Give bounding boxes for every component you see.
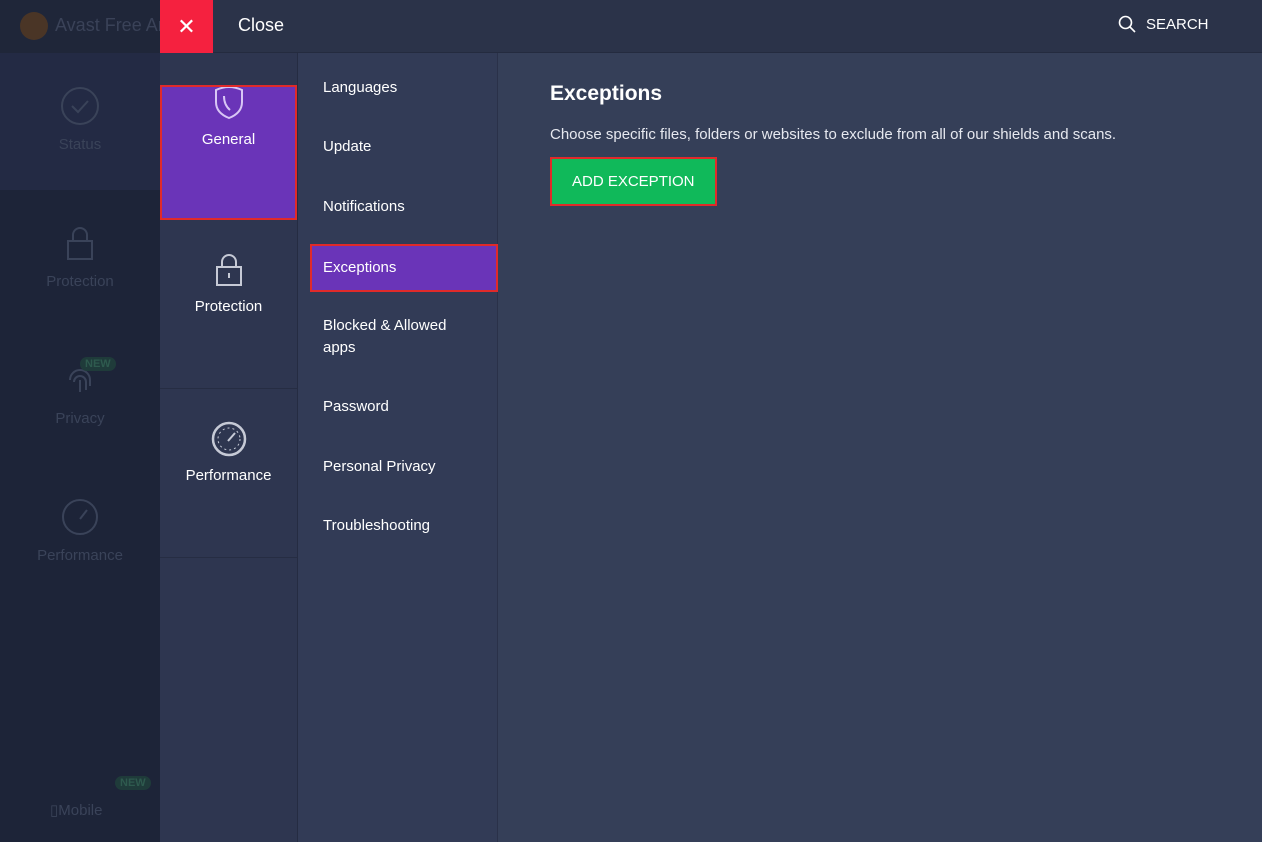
app-header: Avast Free Antivirus bbox=[0, 0, 160, 53]
category-label: Performance bbox=[185, 467, 272, 484]
lock-icon bbox=[67, 227, 93, 260]
sidebar-item-status[interactable]: Status bbox=[0, 53, 160, 190]
settings-categories: General Protection Performance bbox=[160, 53, 298, 842]
submenu-password[interactable]: Password bbox=[323, 398, 389, 415]
sidebar-label: Privacy bbox=[55, 410, 105, 427]
submenu-notifications[interactable]: Notifications bbox=[323, 198, 405, 215]
lock-icon bbox=[215, 254, 242, 286]
category-protection[interactable]: Protection bbox=[160, 252, 297, 389]
sidebar-item-performance[interactable]: Performance bbox=[0, 464, 160, 601]
general-submenu: Languages Update Notifications Exception… bbox=[298, 53, 498, 842]
close-icon: ✕ bbox=[177, 13, 196, 39]
search-icon bbox=[1118, 15, 1136, 33]
category-general[interactable]: General bbox=[160, 85, 297, 220]
category-performance[interactable]: Performance bbox=[160, 421, 297, 558]
category-label: Protection bbox=[194, 298, 263, 315]
shield-icon bbox=[214, 86, 243, 120]
search-label: SEARCH bbox=[1146, 15, 1209, 33]
new-badge: NEW bbox=[80, 357, 116, 371]
sidebar-label: Status bbox=[58, 136, 102, 153]
mobile-icon: ▯ bbox=[50, 802, 59, 819]
avast-logo-icon bbox=[20, 12, 48, 40]
main-sidebar: Status Protection NEW Privacy Performanc… bbox=[0, 53, 160, 842]
search-button[interactable]: SEARCH bbox=[1118, 15, 1209, 33]
check-circle-icon bbox=[61, 87, 99, 125]
submenu-exceptions[interactable]: Exceptions bbox=[310, 244, 498, 292]
sidebar-item-mobile[interactable]: NEW ▯Mobile bbox=[0, 773, 160, 823]
app-title: Avast Free Antivirus bbox=[55, 15, 160, 35]
sidebar-item-protection[interactable]: Protection bbox=[0, 190, 160, 327]
category-label: General bbox=[201, 131, 256, 148]
sidebar-label: Protection bbox=[46, 273, 114, 290]
top-bar: Avast Free Antivirus ✕ Close SEARCH bbox=[0, 0, 1262, 53]
sidebar-item-privacy[interactable]: NEW Privacy bbox=[0, 327, 160, 464]
gauge-icon bbox=[62, 499, 98, 535]
gauge-icon bbox=[211, 421, 246, 457]
fingerprint-icon bbox=[69, 369, 91, 392]
close-label[interactable]: Close bbox=[238, 15, 285, 35]
add-exception-button[interactable]: ADD EXCEPTION bbox=[550, 157, 717, 206]
submenu-troubleshooting[interactable]: Troubleshooting bbox=[323, 517, 431, 534]
close-button[interactable]: ✕ bbox=[160, 0, 213, 53]
submenu-blocked-allowed-apps[interactable]: Blocked & Allowed apps bbox=[323, 317, 447, 356]
mobile-label: Mobile bbox=[58, 802, 103, 819]
submenu-update[interactable]: Update bbox=[323, 138, 372, 155]
page-description: Choose specific files, folders or websit… bbox=[550, 126, 1117, 143]
new-badge: NEW bbox=[115, 776, 151, 790]
sidebar-label: Performance bbox=[37, 547, 123, 564]
submenu-languages[interactable]: Languages bbox=[323, 79, 398, 96]
exceptions-panel: Exceptions Choose specific files, folder… bbox=[550, 82, 1116, 206]
page-title: Exceptions bbox=[550, 82, 663, 105]
submenu-personal-privacy[interactable]: Personal Privacy bbox=[323, 458, 436, 475]
